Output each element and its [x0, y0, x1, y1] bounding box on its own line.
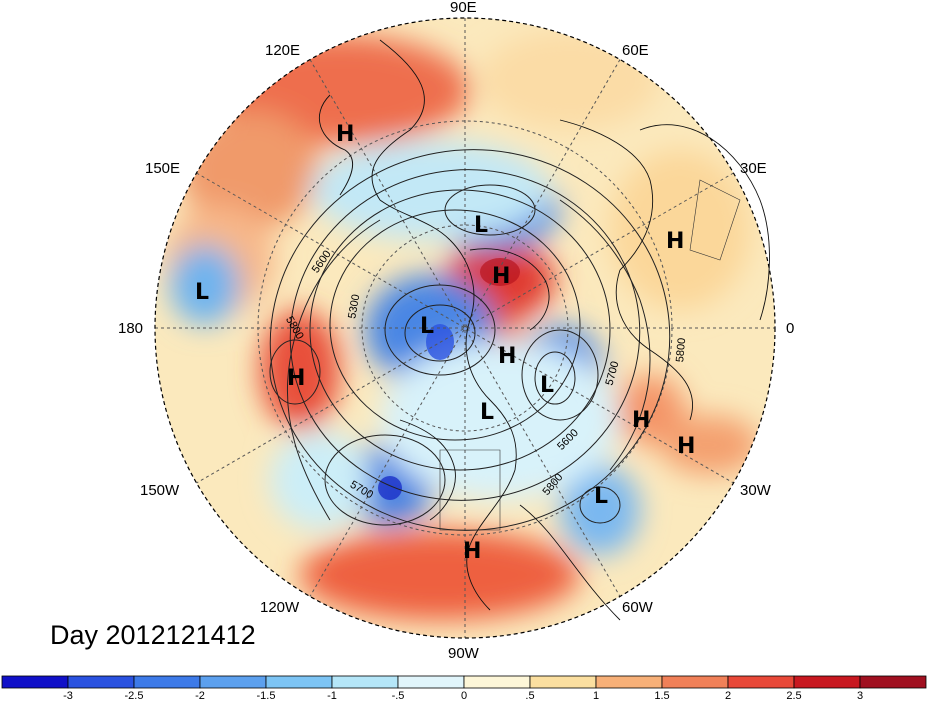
colorbar-box — [265, 675, 333, 689]
colorbar-tick-label: -1 — [327, 690, 337, 702]
colorbar-tick-label: 2.5 — [786, 690, 801, 702]
low-center: L — [420, 314, 434, 339]
colorbar-tick-label: 1 — [593, 690, 599, 702]
colorbar-box — [529, 675, 597, 689]
lon-label: 150W — [140, 482, 180, 499]
high-center: H — [463, 539, 481, 564]
lon-label: 120E — [265, 42, 300, 59]
low-center: L — [594, 484, 608, 509]
low-center: L — [540, 373, 554, 398]
pressure-centers: H L H H L L H H L L H H H L H — [195, 122, 695, 564]
high-center: H — [492, 264, 510, 289]
high-center: H — [336, 122, 354, 147]
lon-label: 0 — [786, 320, 794, 337]
high-center: H — [287, 366, 305, 391]
low-center: L — [195, 280, 209, 305]
colorbar-box — [463, 675, 531, 689]
lon-label: 90W — [448, 645, 480, 662]
coastlines — [318, 39, 770, 621]
high-center: H — [498, 344, 516, 369]
colorbar-box — [67, 675, 135, 689]
lon-label: 60W — [622, 599, 654, 616]
colorbar-tick-label: -2 — [195, 690, 205, 702]
height-contours — [269, 149, 671, 531]
colorbar-tick-label: 2 — [725, 690, 731, 702]
polar-map: 90E 60E 120E 30E 150E 0 180 30W 150W 60W… — [118, 0, 794, 662]
lon-label: 120W — [260, 599, 300, 616]
day-label: Day 2012121412 — [50, 620, 256, 650]
colorbar-tick-label: 1.5 — [654, 690, 669, 702]
colorbar-box — [595, 675, 663, 689]
colorbar: -3 -2.5 -2 -1.5 -1 -.5 0 .5 1 1.5 2 2.5 3 — [1, 675, 927, 702]
lon-label: 180 — [118, 320, 143, 337]
colorbar-box — [199, 675, 267, 689]
colorbar-box — [727, 675, 795, 689]
colorbar-ticks: -3 -2.5 -2 -1.5 -1 -.5 0 .5 1 1.5 2 2.5 3 — [63, 690, 863, 702]
colorbar-tick-label: -2.5 — [125, 690, 144, 702]
low-center: L — [480, 400, 494, 425]
lon-label: 30E — [740, 160, 767, 177]
lon-label: 150E — [145, 160, 180, 177]
colorbar-box — [793, 675, 861, 689]
colorbar-box — [133, 675, 201, 689]
colorbar-tick-label: 3 — [857, 690, 863, 702]
lon-label: 60E — [622, 42, 649, 59]
high-center: H — [666, 229, 684, 254]
colorbar-boxes — [1, 675, 927, 689]
colorbar-tick-label: -.5 — [392, 690, 405, 702]
colorbar-tick-label: -3 — [63, 690, 73, 702]
colorbar-box — [1, 675, 69, 689]
colorbar-box — [397, 675, 465, 689]
contour-label: 5300 — [346, 293, 362, 319]
colorbar-tick-label: -1.5 — [257, 690, 276, 702]
map-boundary — [154, 17, 776, 639]
lon-label: 30W — [740, 482, 772, 499]
colorbar-box — [331, 675, 399, 689]
colorbar-box — [661, 675, 729, 689]
low-center: L — [474, 213, 488, 238]
contour-label: 5800 — [674, 337, 688, 362]
longitude-labels: 90E 60E 120E 30E 150E 0 180 30W 150W 60W… — [118, 0, 794, 662]
colorbar-tick-label: 0 — [461, 690, 467, 702]
high-center: H — [632, 408, 650, 433]
colorbar-box — [859, 675, 927, 689]
colorbar-tick-label: .5 — [525, 690, 534, 702]
high-center: H — [677, 434, 695, 459]
lon-label: 90E — [450, 0, 477, 16]
